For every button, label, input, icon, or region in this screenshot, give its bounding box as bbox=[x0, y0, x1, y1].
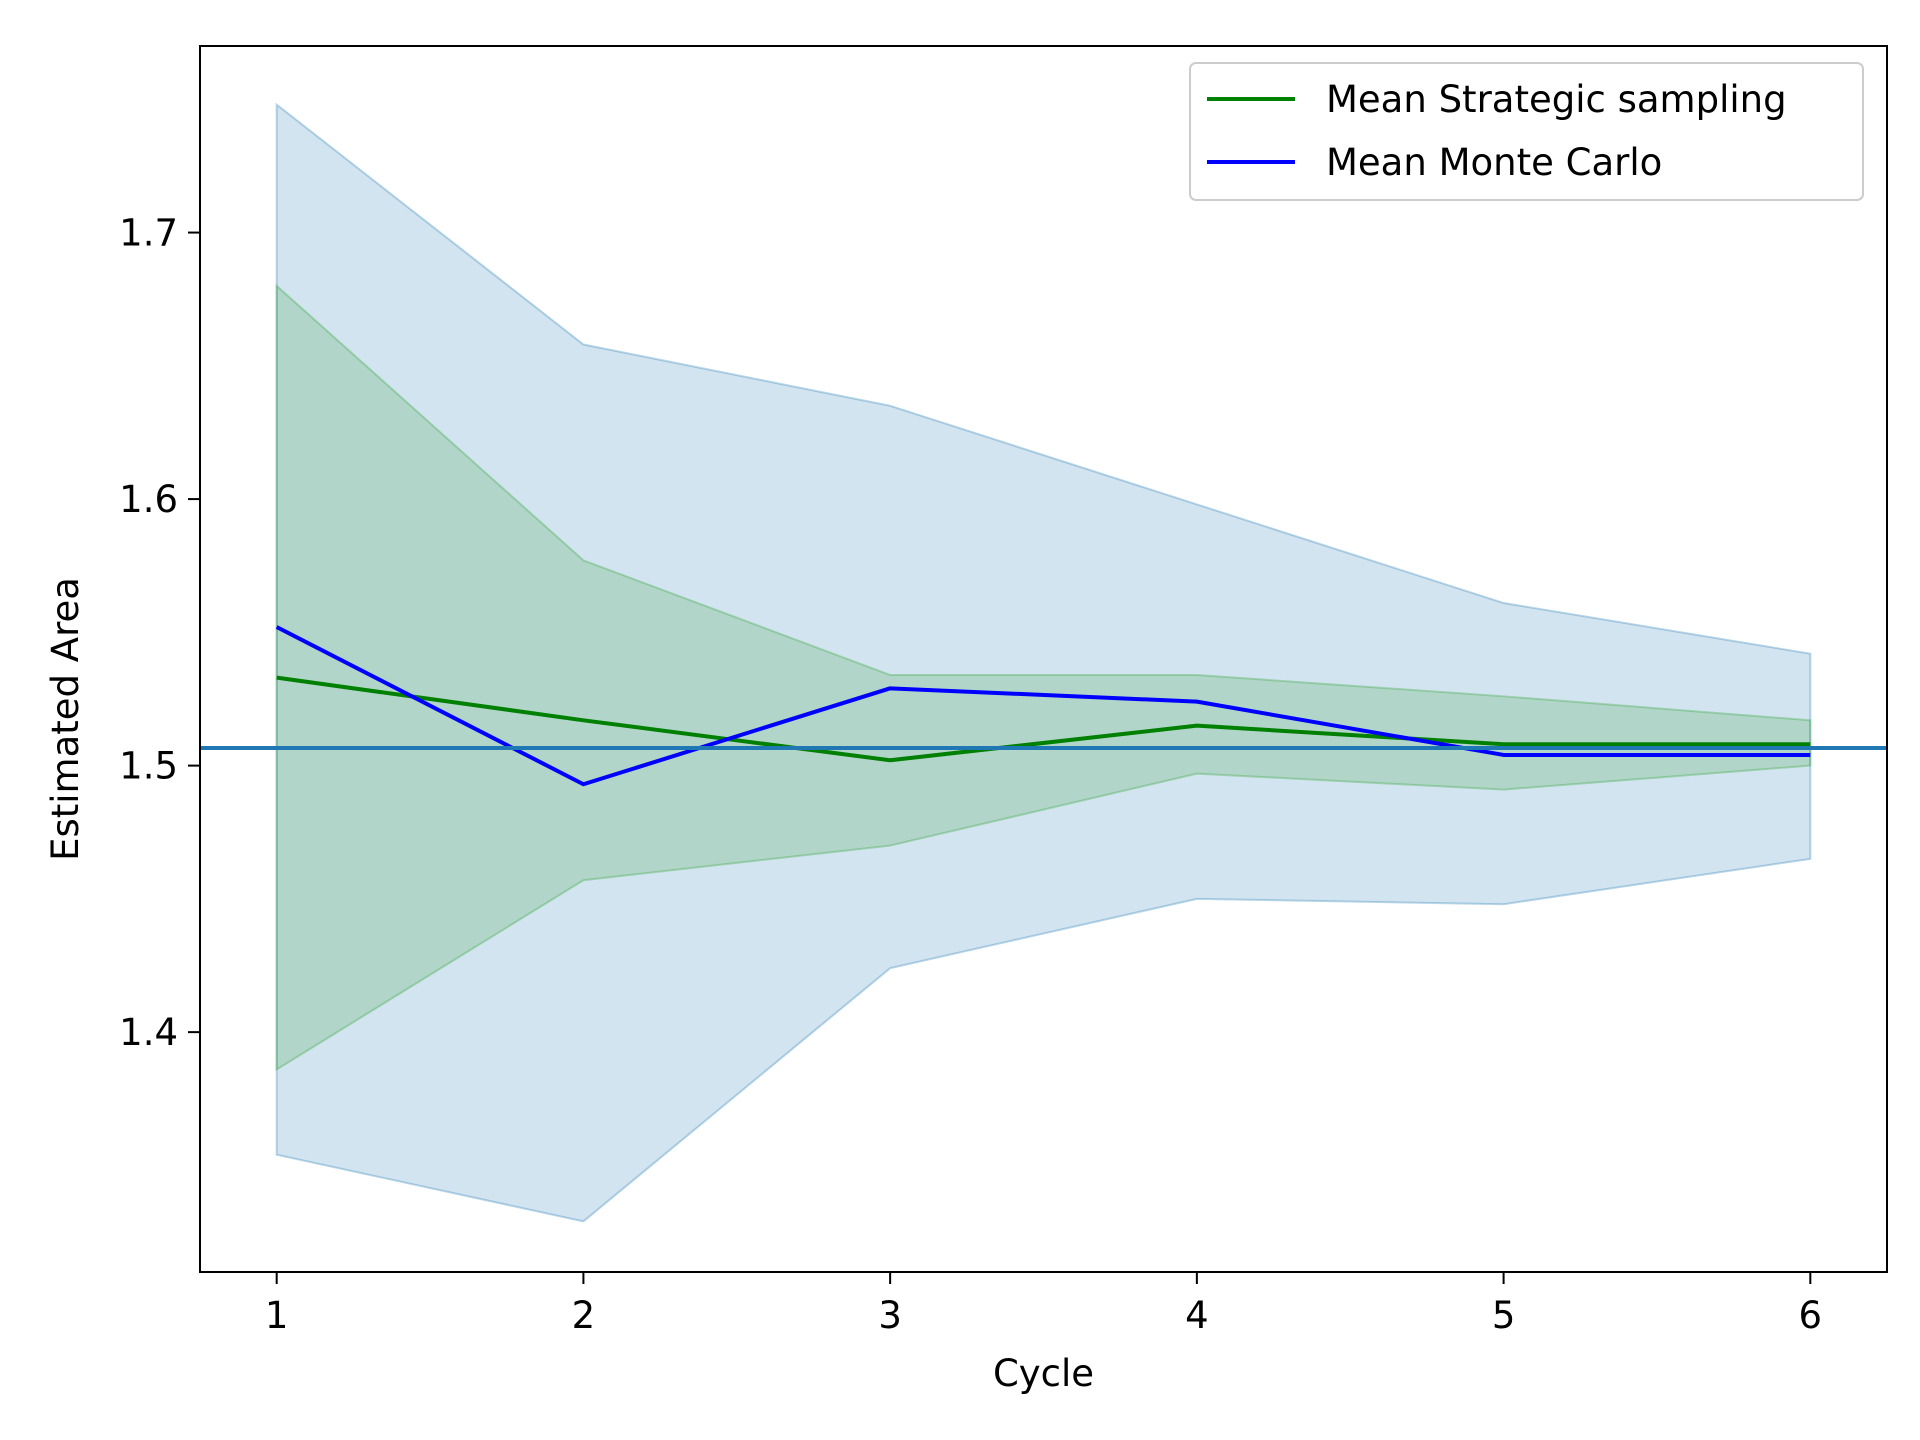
x-tick-label: 3 bbox=[878, 1294, 902, 1337]
y-tick-label: 1.4 bbox=[119, 1011, 178, 1054]
x-tick-label: 5 bbox=[1492, 1294, 1516, 1337]
legend-label: Mean Strategic sampling bbox=[1326, 78, 1787, 121]
confidence-band-mean-strategic-sampling bbox=[275, 283, 1812, 1072]
axes-frame bbox=[199, 45, 1888, 1273]
x-axis-label: Cycle bbox=[993, 1352, 1094, 1395]
x-tick-label: 6 bbox=[1799, 1294, 1823, 1337]
legend-box bbox=[1189, 62, 1864, 201]
legend-label: Mean Monte Carlo bbox=[1326, 141, 1662, 184]
series-line-mean-strategic-sampling bbox=[276, 675, 1811, 763]
x-tick-label: 4 bbox=[1185, 1294, 1209, 1337]
x-tick-label: 2 bbox=[572, 1294, 596, 1337]
plot-area: 1 2 3 4 5 6 1.4 1.5 1.6 1.7 Mean Strategic samplin… bbox=[119, 45, 1888, 1337]
series-line-mean-monte-carlo bbox=[275, 625, 1811, 787]
y-tick-label: 1.5 bbox=[119, 745, 178, 788]
confidence-band-mean-monte-carlo bbox=[275, 102, 1812, 1223]
y-tick-label: 1.7 bbox=[119, 212, 178, 255]
y-tick-label: 1.6 bbox=[119, 478, 178, 521]
y-axis-label: Estimated Area bbox=[44, 577, 87, 861]
legend: Mean Strategic sampling Mean Monte Carlo bbox=[1189, 62, 1864, 201]
x-tick-label: 1 bbox=[265, 1294, 289, 1337]
